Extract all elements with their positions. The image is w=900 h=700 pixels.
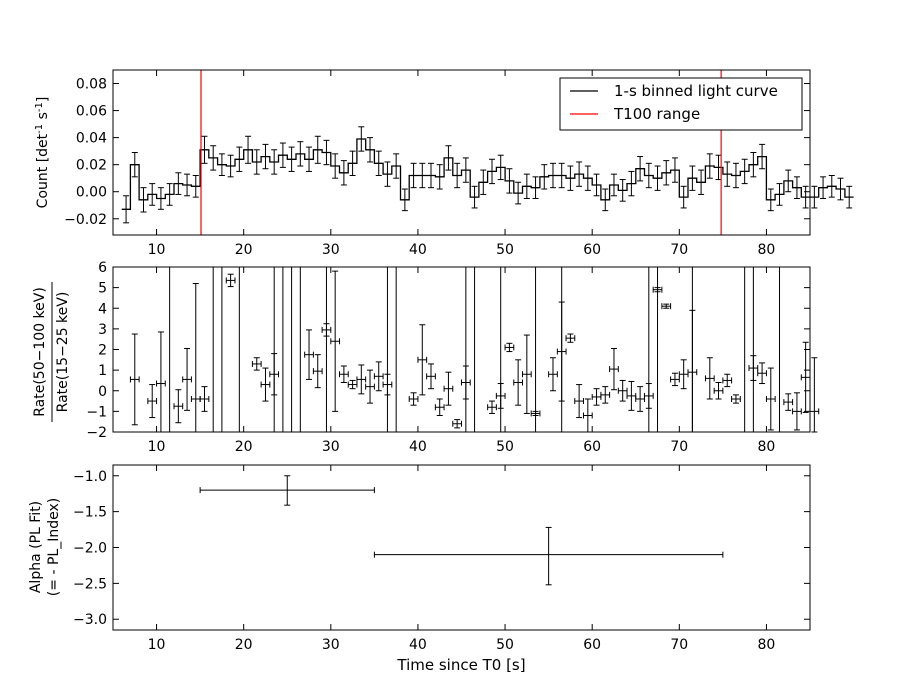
hardness-ratio-ytick-label: 2 — [98, 343, 107, 359]
hardness-ratio-ticks: 10 20 30 40 50 60 70 80 −2 −1 0 1 2 3 4 5 6 — [86, 260, 810, 455]
hardness-ratio-xtick-label: 60 — [583, 439, 601, 455]
light-curve-xtick-label: 40 — [409, 242, 427, 258]
alpha-ytick-label: −1.5 — [73, 505, 107, 521]
hardness-ratio-ylabel: Rate(50−100 keV) Rate(15−25 keV) — [32, 282, 71, 422]
alpha-ytick-label: −3.0 — [73, 612, 107, 628]
hardness-ratio-xtick-label: 40 — [409, 439, 427, 455]
light-curve-ytick-label: −0.02 — [64, 212, 107, 228]
light-curve-xtick-label: 50 — [496, 242, 514, 258]
light-curve-xtick-label: 60 — [583, 242, 601, 258]
alpha-ylabel-line1: Alpha (PL Fit) — [28, 501, 44, 593]
hardness-ratio-ylabel-numerator: Rate(50−100 keV) — [32, 287, 48, 417]
light-curve-ytick-label: 0.00 — [76, 185, 107, 201]
light-curve-frame — [112, 69, 811, 236]
light-curve-step-line — [121, 138, 854, 210]
alpha-ytick-label: −1.0 — [73, 469, 107, 485]
alpha-xtick-label: 10 — [148, 637, 166, 653]
alpha-ylabel-line2: (= - PL_Index) — [46, 498, 62, 596]
hardness-ratio-ytick-label: 4 — [98, 301, 107, 317]
hardness-ratio-xtick-label: 80 — [758, 439, 776, 455]
hardness-ratio-panel: 10 20 30 40 50 60 70 80 −2 −1 0 1 2 3 4 5 6 Rate(50−100 … — [32, 260, 820, 455]
hardness-ratio-ytick-label: 6 — [98, 260, 107, 276]
hardness-ratio-marks — [129, 267, 820, 433]
hardness-ratio-ytick-label: −1 — [86, 404, 107, 420]
hardness-ratio-xtick-label: 70 — [670, 439, 688, 455]
hardness-ratio-xtick-label: 10 — [148, 439, 166, 455]
legend-light-curve-label: 1-s binned light curve — [614, 82, 778, 100]
light-curve-ytick-label: 0.04 — [76, 131, 107, 147]
light-curve-xtick-label: 20 — [235, 242, 253, 258]
hardness-ratio-xtick-label: 20 — [235, 439, 253, 455]
alpha-xtick-label: 50 — [496, 637, 514, 653]
x-axis-label: Time since T0 [s] — [396, 656, 525, 674]
legend: 1-s binned light curve T100 range — [559, 77, 803, 131]
alpha-ticks: 10 20 30 40 50 60 70 80 −3.0 −2.5 −2.0 −1.5 −1.0 — [73, 465, 810, 653]
hardness-ratio-ytick-label: 0 — [98, 384, 107, 400]
light-curve-xtick-label: 70 — [670, 242, 688, 258]
legend-t100-label: T100 range — [613, 105, 700, 123]
hardness-ratio-xtick-label: 50 — [496, 439, 514, 455]
hardness-ratio-ytick-label: −2 — [86, 425, 107, 441]
light-curve-ytick-label: 0.08 — [76, 77, 107, 93]
light-curve-marks — [121, 70, 854, 235]
light-curve-panel: 10 20 30 40 50 60 70 80 −0.02 0.00 0.02 0.04 0.06 0.0… — [34, 69, 854, 258]
hardness-ratio-ytick-label: 3 — [98, 322, 107, 338]
light-curve-xtick-label: 10 — [148, 242, 166, 258]
alpha-panel: 10 20 30 40 50 60 70 80 −3.0 −2.5 −2.0 −1.5 −1.0 Alp… — [28, 464, 811, 674]
alpha-marks — [199, 475, 724, 586]
legend-box — [559, 77, 803, 131]
alpha-ytick-label: −2.0 — [73, 541, 107, 557]
alpha-xtick-label: 20 — [235, 637, 253, 653]
hardness-ratio-xtick-label: 30 — [322, 439, 340, 455]
alpha-ytick-label: −2.5 — [73, 576, 107, 592]
alpha-xtick-label: 80 — [758, 637, 776, 653]
light-curve-ylabel: Count [det-1 s-1] — [34, 97, 51, 209]
alpha-xtick-label: 70 — [670, 637, 688, 653]
light-curve-ytick-label: 0.06 — [76, 104, 107, 120]
alpha-xtick-label: 30 — [322, 637, 340, 653]
light-curve-ytick-label: 0.02 — [76, 158, 107, 174]
hardness-ratio-ylabel-denominator: Rate(15−25 keV) — [55, 292, 71, 413]
light-curve-ticks: 10 20 30 40 50 60 70 80 −0.02 0.00 0.02 0.04 0.06 0.0… — [64, 70, 810, 258]
hardness-ratio-ytick-label: 1 — [98, 363, 107, 379]
alpha-xtick-label: 40 — [409, 637, 427, 653]
hardness-ratio-ytick-label: 5 — [98, 281, 107, 297]
light-curve-xtick-label: 30 — [322, 242, 340, 258]
alpha-xtick-label: 60 — [583, 637, 601, 653]
light-curve-xtick-label: 80 — [758, 242, 776, 258]
